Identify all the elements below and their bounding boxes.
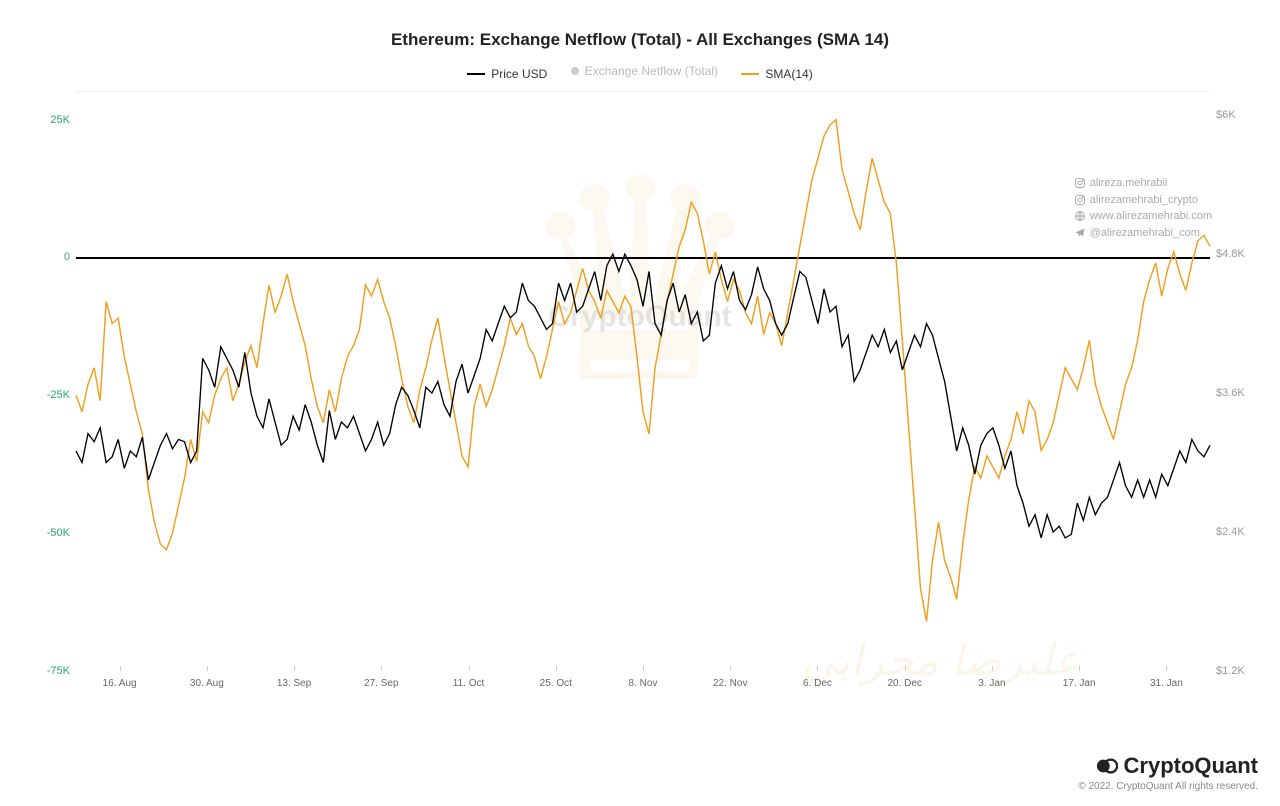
legend-netflow: Exchange Netflow (Total) [571,64,718,78]
y-left-tick: 0 [30,251,70,263]
x-axis-label: 25. Oct [540,678,572,689]
brand-icon [1096,755,1118,777]
social-instagram-2: alirezamehrabi_crypto [1074,192,1212,209]
legend-price-label: Price USD [491,67,547,81]
copyright-text: © 2022. CryptoQuant All rights reserved. [1078,781,1258,792]
y-right-tick: $2.4K [1216,526,1256,538]
footer: CryptoQuant © 2022. CryptoQuant All righ… [1078,753,1258,792]
y-left-tick: 25K [30,114,70,126]
x-axis-label: 6. Dec [803,678,832,689]
y-left-tick: -75K [30,665,70,677]
x-axis-label: 22. Nov [713,678,747,689]
telegram-icon [1074,227,1086,239]
legend-price: Price USD [467,67,547,81]
instagram-icon [1074,177,1086,189]
globe-icon [1074,210,1086,222]
x-axis-label: 31. Jan [1150,678,1183,689]
sma-series-line [76,120,1210,622]
chart-plot-area: 25K0-25K-50K-75K $6K$4.8K$3.6K$2.4K$1.2K… [76,91,1210,671]
x-axis-label: 11. Oct [453,678,485,689]
y-right-tick: $6K [1216,109,1256,121]
price-series-line [76,254,1210,538]
x-axis-label: 30. Aug [190,678,224,689]
social-instagram-1: alireza.mehrabii [1074,175,1212,192]
x-axis-label: 17. Jan [1063,678,1096,689]
brand-logo: CryptoQuant [1078,753,1258,779]
social-telegram: @alirezamehrabi_com [1074,225,1212,242]
instagram-icon [1074,194,1086,206]
y-right-tick: $1.2K [1216,665,1256,677]
x-axis-label: 3. Jan [978,678,1005,689]
x-axis-label: 13. Sep [277,678,311,689]
chart-title: Ethereum: Exchange Netflow (Total) - All… [20,30,1260,50]
chart-legend: Price USD Exchange Netflow (Total) SMA(1… [20,64,1260,81]
social-links: alireza.mehrabii alirezamehrabi_crypto w… [1074,175,1212,241]
x-axis-label: 20. Dec [887,678,921,689]
x-axis-label: 16. Aug [103,678,137,689]
x-axis-label: 8. Nov [629,678,658,689]
x-axis-label: 27. Sep [364,678,398,689]
y-left-tick: -50K [30,527,70,539]
legend-sma-label: SMA(14) [765,67,812,81]
social-web: www.alirezamehrabi.com [1074,208,1212,225]
y-left-tick: -25K [30,389,70,401]
y-right-tick: $4.8K [1216,248,1256,260]
legend-sma: SMA(14) [741,67,812,81]
legend-netflow-label: Exchange Netflow (Total) [585,64,718,78]
y-right-tick: $3.6K [1216,387,1256,399]
